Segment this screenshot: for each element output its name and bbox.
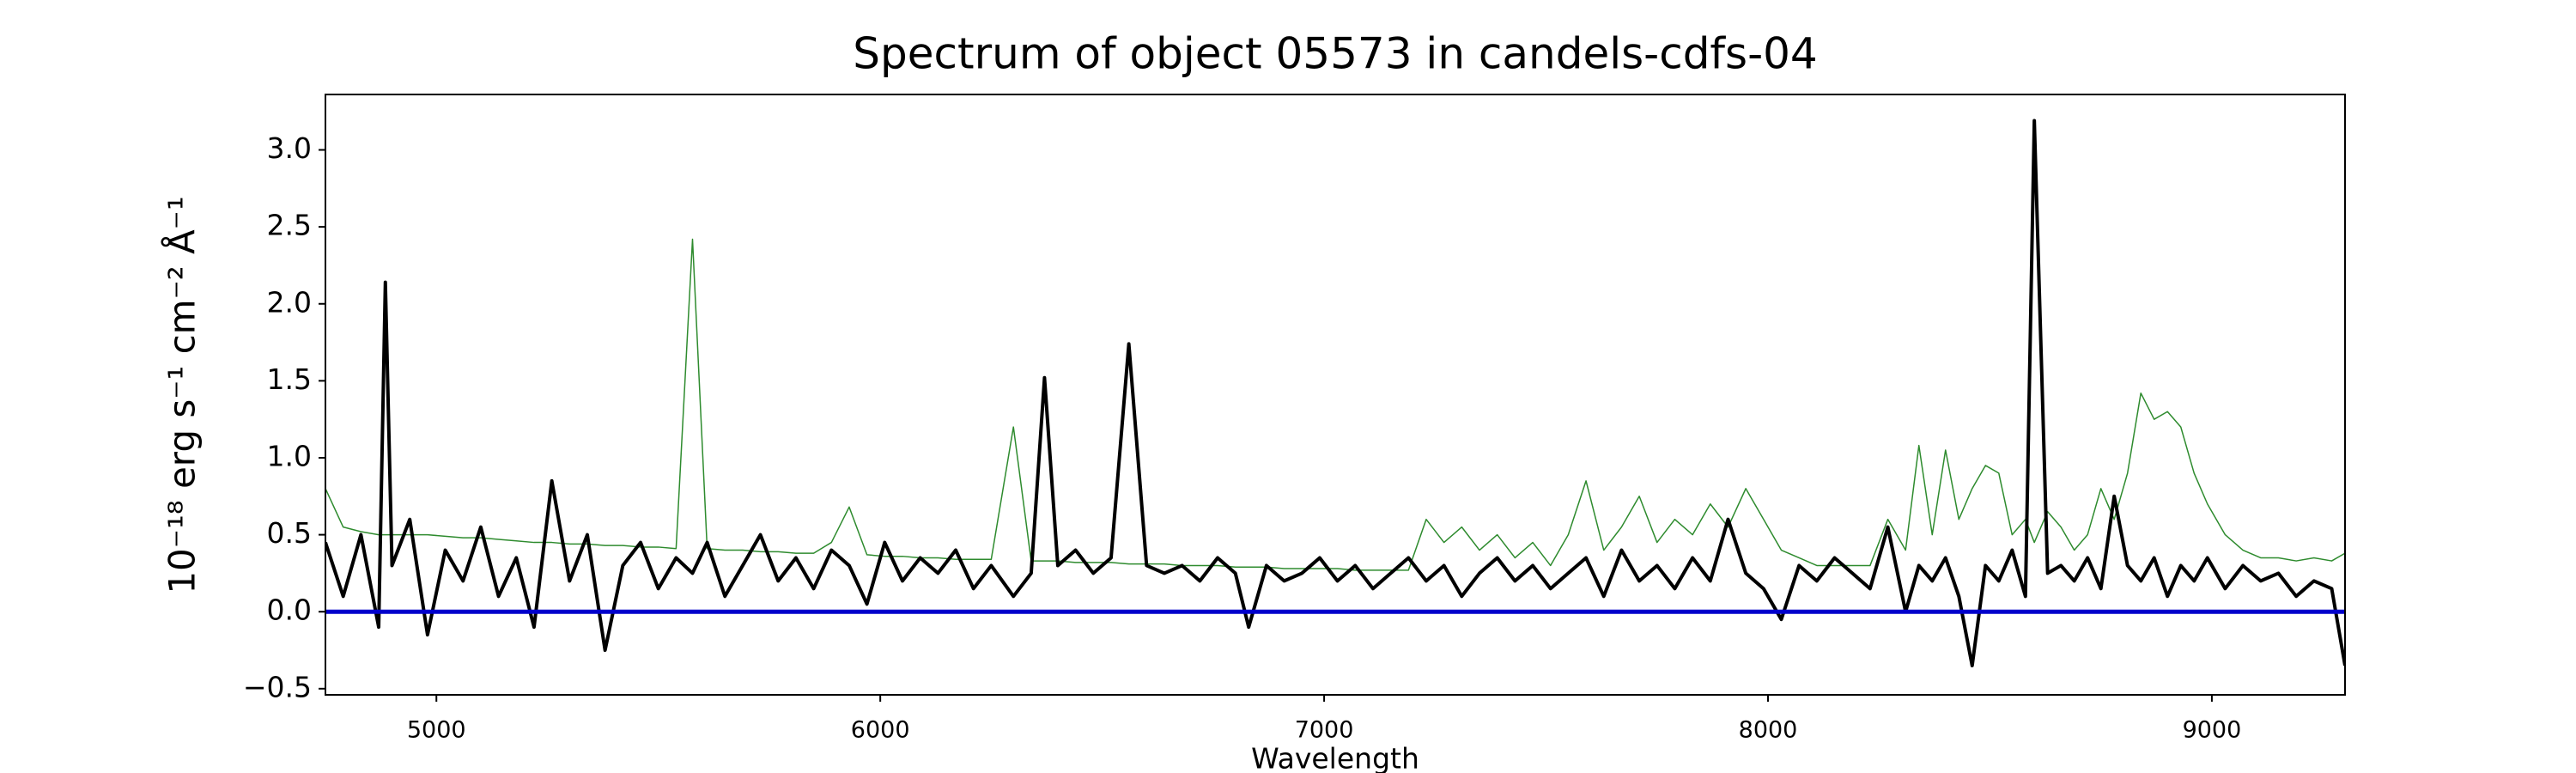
x-axis-label: Wavelength <box>1251 742 1419 773</box>
chart-title: Spectrum of object 05573 in candels-cdfs… <box>853 29 1818 79</box>
spectrum-line <box>325 119 2345 667</box>
y-axis-label: 10⁻¹⁸ erg s⁻¹ cm⁻² Å⁻¹ <box>161 196 204 593</box>
y-tick-label: 2.5 <box>267 209 312 242</box>
x-tick-label: 7000 <box>1295 717 1354 744</box>
y-tick-label: 1.0 <box>267 439 312 472</box>
x-tick-label: 6000 <box>851 717 910 744</box>
x-tick-label: 5000 <box>407 717 466 744</box>
y-tick-label: 3.0 <box>267 131 312 165</box>
y-tick-label: 2.0 <box>267 285 312 319</box>
y-tick-label: −0.5 <box>243 670 312 703</box>
y-tick-label: 1.5 <box>267 362 312 396</box>
x-tick-label: 8000 <box>1739 717 1798 744</box>
plot-frame <box>325 94 2346 696</box>
y-tick-label: 0.5 <box>267 516 312 550</box>
x-tick-label: 9000 <box>2183 717 2242 744</box>
y-tick-label: 0.0 <box>267 593 312 627</box>
spectrum-line <box>325 238 2345 571</box>
